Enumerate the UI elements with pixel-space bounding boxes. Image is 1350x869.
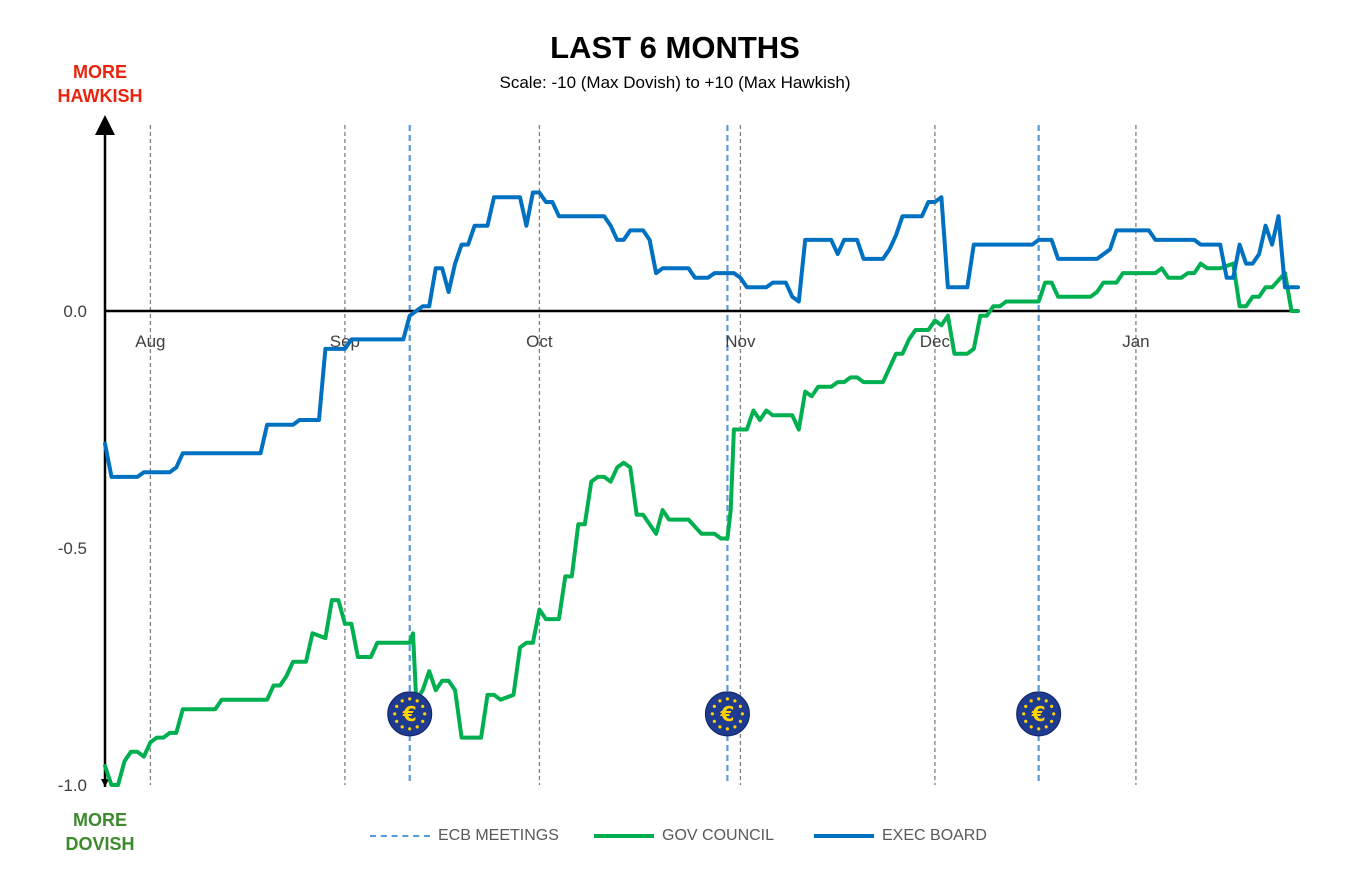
euro-icon-star <box>712 719 717 724</box>
more-dovish-line-2: DOVISH <box>65 834 135 854</box>
euro-icon-star <box>1050 719 1054 724</box>
euro-icon-star <box>1052 712 1056 716</box>
x-tick-label: Oct <box>526 332 553 351</box>
euro-icon-star <box>1022 712 1026 716</box>
euro-icon-star <box>718 699 722 703</box>
chart-title: LAST 6 MONTHS <box>550 30 800 65</box>
exec-series-line <box>103 190 1300 479</box>
y-tick-label: -0.5 <box>58 539 87 558</box>
legend-label-exec-board: EXEC BOARD <box>882 827 987 844</box>
legend-item-gov-council: GOV COUNCIL <box>594 826 774 846</box>
legend-label-ecb-meetings: ECB MEETINGS <box>438 827 559 844</box>
euro-icon-star <box>725 727 730 731</box>
x-tick-label: Sep <box>330 332 360 351</box>
euro-icon: € <box>704 691 750 737</box>
x-tick-label: Jan <box>1122 332 1149 351</box>
x-tick-label: Aug <box>135 332 165 351</box>
euro-icon-star <box>1050 704 1054 709</box>
euro-icon-star <box>1029 725 1033 729</box>
euro-icon-star <box>1037 727 1041 731</box>
euro-icon-star <box>733 699 737 703</box>
more-hawkish-label: MORE HAWKISH <box>50 60 150 108</box>
euro-icon-star <box>738 719 743 724</box>
euro-icon-star <box>1024 704 1028 709</box>
euro-icon-star <box>400 725 404 729</box>
euro-icon-star <box>421 719 425 724</box>
x-tick-label: Dec <box>920 332 951 351</box>
euro-icon-star <box>408 697 412 701</box>
euro-icon-star <box>395 719 399 724</box>
legend-swatch-ecb-meetings <box>370 835 430 837</box>
euro-icon-star <box>400 699 404 703</box>
euro-icon-star <box>408 727 412 731</box>
legend-item-ecb-meetings: ECB MEETINGS <box>370 826 559 846</box>
more-hawkish-line-2: HAWKISH <box>57 86 143 106</box>
euro-icon-star <box>710 712 715 716</box>
euro-icon: € <box>387 691 433 737</box>
euro-icon-star <box>733 725 737 729</box>
x-tick-label: Nov <box>725 332 756 351</box>
euro-icon-disc <box>1016 691 1062 737</box>
euro-icon-star <box>1044 725 1048 729</box>
legend-swatch-gov-council <box>594 834 654 838</box>
legend-item-exec-board: EXEC BOARD <box>814 826 987 846</box>
more-dovish-label: MORE DOVISH <box>50 808 150 856</box>
chart-subtitle: Scale: -10 (Max Dovish) to +10 (Max Hawk… <box>499 73 851 92</box>
more-dovish-line-1: MORE <box>73 810 127 830</box>
y-axis-bottom-arrow <box>101 779 109 787</box>
euro-icon-star <box>1029 699 1033 703</box>
euro-icon-star <box>395 704 399 709</box>
euro-icon-symbol: € <box>402 702 417 726</box>
gov-series-line <box>103 261 1300 787</box>
euro-icon-star <box>1024 719 1028 724</box>
euro-icon-star <box>718 725 722 729</box>
euro-icon-star <box>421 704 425 709</box>
euro-icon-star <box>415 699 419 703</box>
euro-icon-star <box>1044 699 1048 703</box>
euro-icon-star <box>1037 697 1041 701</box>
euro-icon-star <box>393 712 397 716</box>
euro-icon-symbol: € <box>1031 702 1046 726</box>
euro-icon-star <box>712 704 717 709</box>
euro-icon-star <box>415 725 419 729</box>
euro-icon-star <box>738 704 743 709</box>
legend-label-gov-council: GOV COUNCIL <box>662 827 775 844</box>
euro-icon-disc <box>704 691 750 737</box>
euro-icon-disc <box>387 691 433 737</box>
y-tick-label: 0.0 <box>63 302 87 321</box>
legend-swatch-exec-board <box>814 834 874 838</box>
euro-icon-star <box>725 697 730 701</box>
euro-icon-symbol: € <box>719 702 734 726</box>
euro-icon-star <box>423 712 427 716</box>
euro-icon-star <box>740 712 745 716</box>
euro-icon: € <box>1016 691 1062 737</box>
y-tick-label: -1.0 <box>58 776 87 795</box>
more-hawkish-line-1: MORE <box>73 62 127 82</box>
